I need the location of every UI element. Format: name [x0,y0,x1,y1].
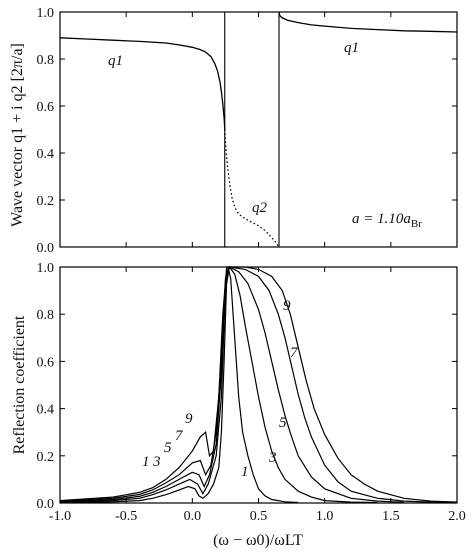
series-q2-line [224,129,280,248]
top-axis-ticks: 0.0 0.2 0.4 0.6 0.8 1.0 [37,6,458,256]
y-tick-label: 0.0 [37,241,55,256]
y-tick-label: 0.8 [37,308,55,323]
curve-label-9a: 9 [185,411,193,427]
y-tick-label: 0.4 [37,147,55,162]
reflection-curve-5 [59,266,405,503]
top-y-axis-label: Wave vector q1 + i q2 [2π/a] [9,43,26,227]
bottom-plot-frame [59,266,458,504]
curve-label-1b: 1 [241,464,249,480]
lattice-annotation: a = 1.10aBr [352,211,422,230]
y-tick-label: 1.0 [37,6,55,21]
y-tick-label: 0.8 [37,53,55,68]
q1-label-left: q1 [108,53,123,69]
bottom-axis-ticks: 0.0 0.2 0.4 0.6 0.8 1.0 -1.0 -0.5 0.0 0.5 1.0 1.5 2.… [37,261,466,524]
curve-label-7b: 7 [290,345,299,361]
annotation-sub: Br [411,218,422,230]
y-tick-label: 0.2 [37,450,55,465]
y-tick-label: 0.4 [37,403,55,418]
y-tick-label: 1.0 [37,261,55,276]
y-tick-label: 0.6 [37,355,55,370]
series-q1-line [278,11,458,33]
reflection-curve-1 [59,266,299,504]
q1-label-right: q1 [344,40,359,56]
reflection-curve-3 [59,265,378,504]
reflection-curve-7 [59,266,458,504]
q2-label: q2 [252,200,268,216]
curve-label-1a: 1 [142,454,150,470]
x-tick-label: 0.0 [184,509,202,524]
x-tick-label: 0.5 [250,509,268,524]
y-tick-label: 0.0 [37,497,55,512]
bottom-series-group [59,265,458,504]
x-axis-label: (ω − ω0)/ωLT [213,532,303,549]
curve-label-3b: 3 [268,450,277,466]
curve-label-5a: 5 [164,440,172,456]
x-tick-label: 2.0 [448,509,466,524]
reflection-curve-9 [59,266,458,503]
curve-label-9b: 9 [283,298,291,314]
x-tick-label: 1.0 [316,509,334,524]
bottom-y-axis-label: Reflection coefficient [11,315,28,454]
annotation-main: a = 1.10a [352,211,411,227]
x-tick-label: -1.0 [49,509,71,524]
x-tick-label: 1.5 [382,509,400,524]
curve-label-3a: 3 [152,454,161,470]
series-q1-line [59,37,226,130]
top-series-group [59,11,458,248]
y-tick-label: 0.6 [37,100,55,115]
curve-label-7a: 7 [175,428,184,444]
y-tick-label: 0.2 [37,194,55,209]
x-tick-label: -0.5 [115,509,137,524]
curve-label-5b: 5 [279,415,287,431]
